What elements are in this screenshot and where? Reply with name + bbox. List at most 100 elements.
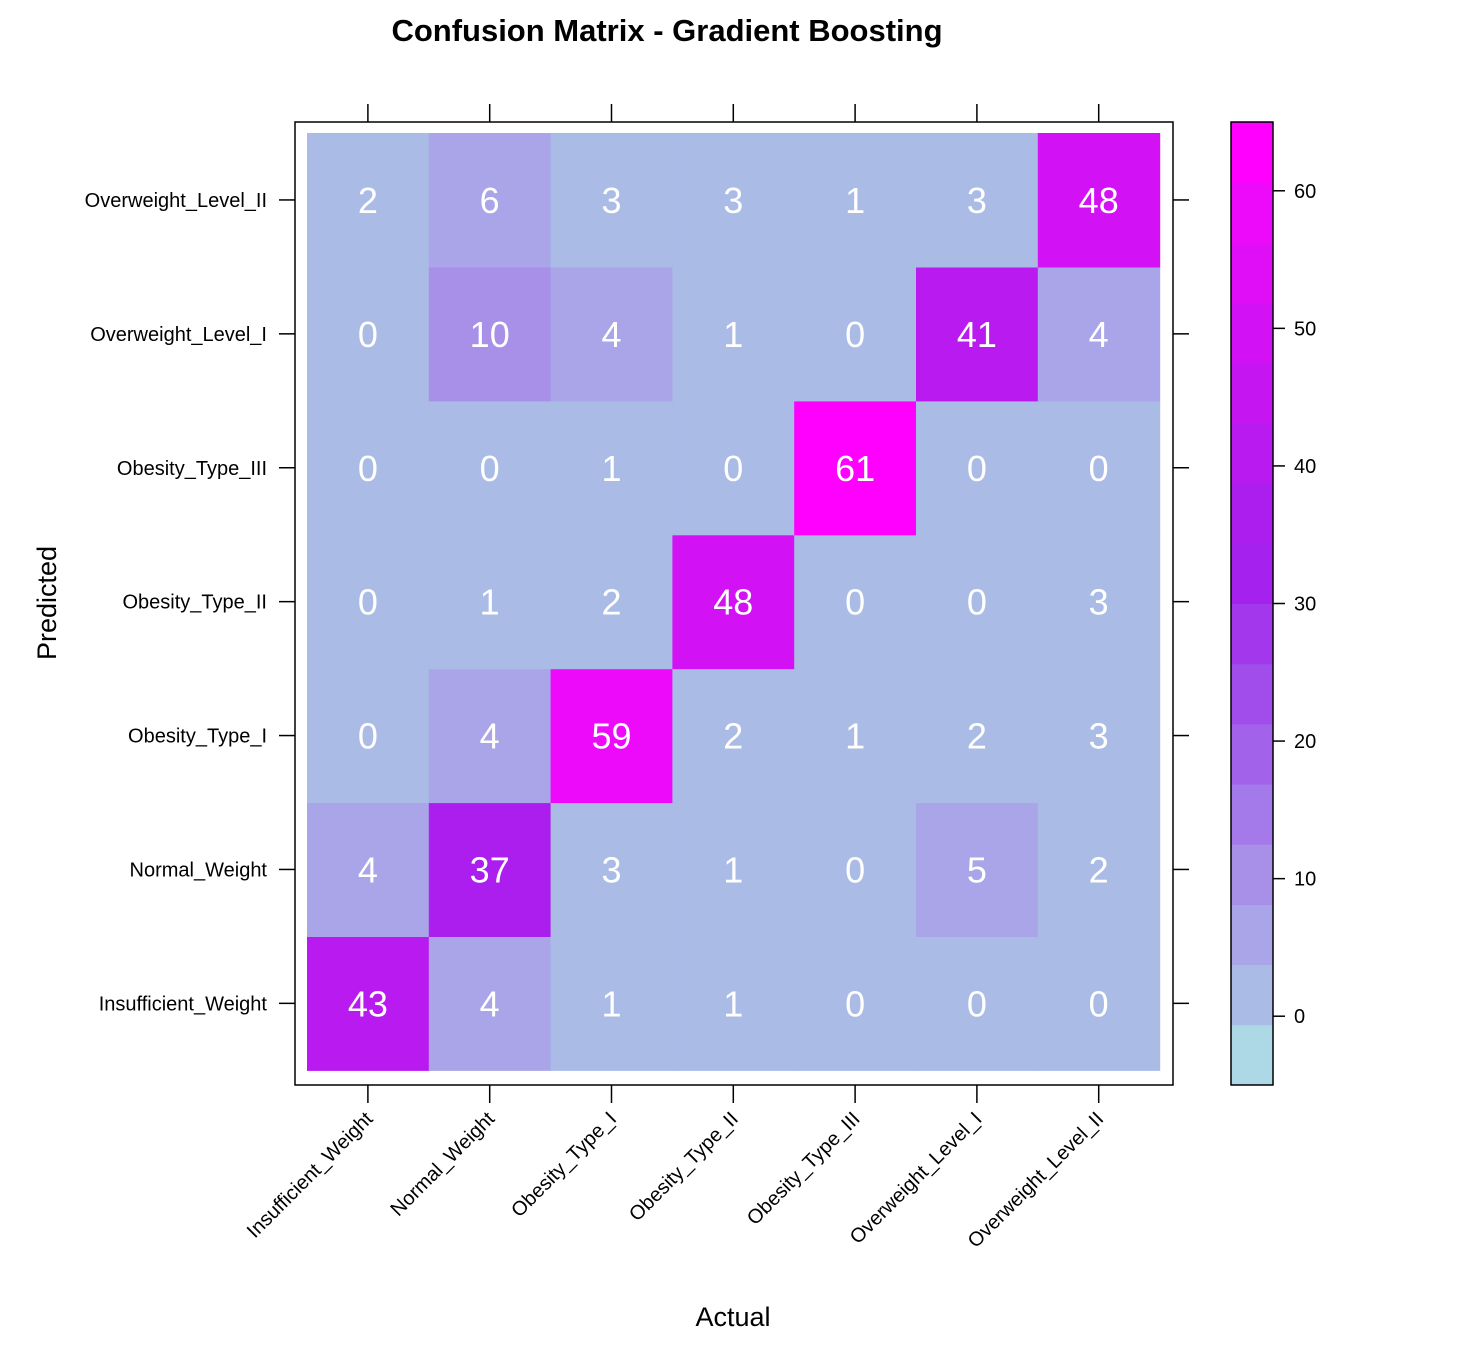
cell-value-label: 0 <box>723 448 743 489</box>
heatmap-cell <box>428 400 552 536</box>
heatmap-cell <box>794 802 917 937</box>
heatmap-cell <box>672 668 795 804</box>
colorbar-tick-label: 60 <box>1294 181 1316 203</box>
heatmap-cell <box>916 802 1039 937</box>
heatmap-cell <box>916 936 1039 1071</box>
heatmap-cell <box>550 534 673 670</box>
heatmap-cell <box>672 802 795 937</box>
colorbar-segment <box>1231 422 1273 484</box>
cell-value-label: 48 <box>713 582 753 623</box>
cell-value-label: 1 <box>601 983 621 1024</box>
cell-value-label: 59 <box>591 716 631 757</box>
colorbar-segment <box>1231 362 1273 424</box>
heatmap-cell <box>1037 400 1161 536</box>
heatmap-cell <box>916 534 1039 670</box>
colorbar-segment <box>1231 904 1273 966</box>
colorbar-segment <box>1231 964 1273 1026</box>
cell-value-label: 61 <box>835 448 875 489</box>
colorbar-segment <box>1231 182 1273 243</box>
heatmap-cell <box>794 133 917 268</box>
colorbar-segment <box>1231 723 1273 785</box>
heatmap-cell <box>1037 802 1161 937</box>
cell-value-label: 0 <box>967 448 987 489</box>
colorbar-segment <box>1231 483 1273 544</box>
x-tick-label: Obesity_Type_II <box>625 1108 743 1226</box>
heatmap-cell <box>550 802 673 937</box>
y-tick-label: Overweight_Level_I <box>90 324 267 346</box>
cell-value-label: 1 <box>723 983 743 1024</box>
cell-value-label: 0 <box>358 314 378 355</box>
y-tick-label: Overweight_Level_II <box>85 190 267 212</box>
heatmap-cell <box>794 266 917 402</box>
cell-value-label: 37 <box>470 849 510 890</box>
heatmap-cell <box>307 534 430 670</box>
cell-value-label: 3 <box>601 849 621 890</box>
cell-value-label: 0 <box>480 448 500 489</box>
x-tick-label: Obesity_Type_I <box>507 1108 621 1222</box>
colorbar-segment <box>1231 122 1273 183</box>
colorbar-tick-label: 40 <box>1294 456 1316 478</box>
cell-value-label: 48 <box>1079 180 1119 221</box>
heatmap-cell <box>1037 936 1161 1071</box>
heatmap-cell <box>672 400 795 536</box>
heatmap-cell <box>428 802 552 937</box>
colorbar-segment <box>1231 1024 1273 1086</box>
heatmap-cell <box>672 534 795 670</box>
cell-value-label: 0 <box>358 582 378 623</box>
cell-value-label: 4 <box>1089 314 1109 355</box>
y-tick-label: Insufficient_Weight <box>99 993 268 1015</box>
heatmap-cell <box>1037 668 1161 804</box>
heatmap-cell <box>307 133 430 268</box>
heatmap-cell <box>794 668 917 804</box>
heatmap-cell <box>672 936 795 1071</box>
cell-value-label: 1 <box>845 716 865 757</box>
y-tick-label: Obesity_Type_II <box>122 592 267 614</box>
heatmap-cell <box>307 802 430 937</box>
heatmap-cell <box>550 936 673 1071</box>
colorbar-segment <box>1231 844 1273 905</box>
heatmap-cell <box>428 266 552 402</box>
colorbar-segment <box>1231 663 1273 725</box>
axis-ticks <box>279 104 1189 1103</box>
cell-value-label: 10 <box>470 314 510 355</box>
x-tick-label: Overweight_Level_II <box>964 1108 1108 1252</box>
x-tick-label: Obesity_Type_III <box>743 1108 865 1230</box>
heatmap-cell <box>307 400 430 536</box>
colorbar-segment <box>1231 603 1273 665</box>
heatmap-cells <box>307 133 1161 1071</box>
heatmap-cell <box>307 266 430 402</box>
cell-value-label: 0 <box>1089 983 1109 1024</box>
cell-value-label: 2 <box>1089 849 1109 890</box>
cell-value-label: 4 <box>601 314 621 355</box>
cell-value-label: 3 <box>601 180 621 221</box>
heatmap-cell <box>307 936 430 1071</box>
cell-value-label: 0 <box>358 448 378 489</box>
heatmap-cell <box>307 668 430 804</box>
cell-value-label: 4 <box>480 716 500 757</box>
cell-value-label: 3 <box>967 180 987 221</box>
y-tick-label: Normal_Weight <box>130 859 268 881</box>
heatmap-cell <box>916 133 1039 268</box>
cell-value-label: 2 <box>723 716 743 757</box>
cell-value-label: 0 <box>845 582 865 623</box>
y-tick-label: Obesity_Type_III <box>117 458 267 480</box>
heatmap-cell <box>916 266 1039 402</box>
cell-value-label: 6 <box>480 180 500 221</box>
cell-value-label: 2 <box>358 180 378 221</box>
cell-value-label: 1 <box>845 180 865 221</box>
heatmap-cell <box>550 400 673 536</box>
heatmap-cell <box>550 668 673 804</box>
heatmap-cell <box>1037 534 1161 670</box>
cell-value-label: 0 <box>845 983 865 1024</box>
cell-value-label: 1 <box>723 314 743 355</box>
chart-title: Confusion Matrix - Gradient Boosting <box>391 13 942 48</box>
heatmap-cell <box>672 266 795 402</box>
colorbar-tick-label: 10 <box>1294 869 1316 891</box>
cell-value-label: 4 <box>480 983 500 1024</box>
heatmap-cell <box>916 400 1039 536</box>
x-axis-label: Actual <box>695 1302 770 1332</box>
y-axis-tick-labels: Insufficient_Weight Normal_Weight Obesity_… <box>85 190 268 1015</box>
heatmap-cell <box>916 668 1039 804</box>
colorbar-tick-label: 50 <box>1294 318 1316 340</box>
